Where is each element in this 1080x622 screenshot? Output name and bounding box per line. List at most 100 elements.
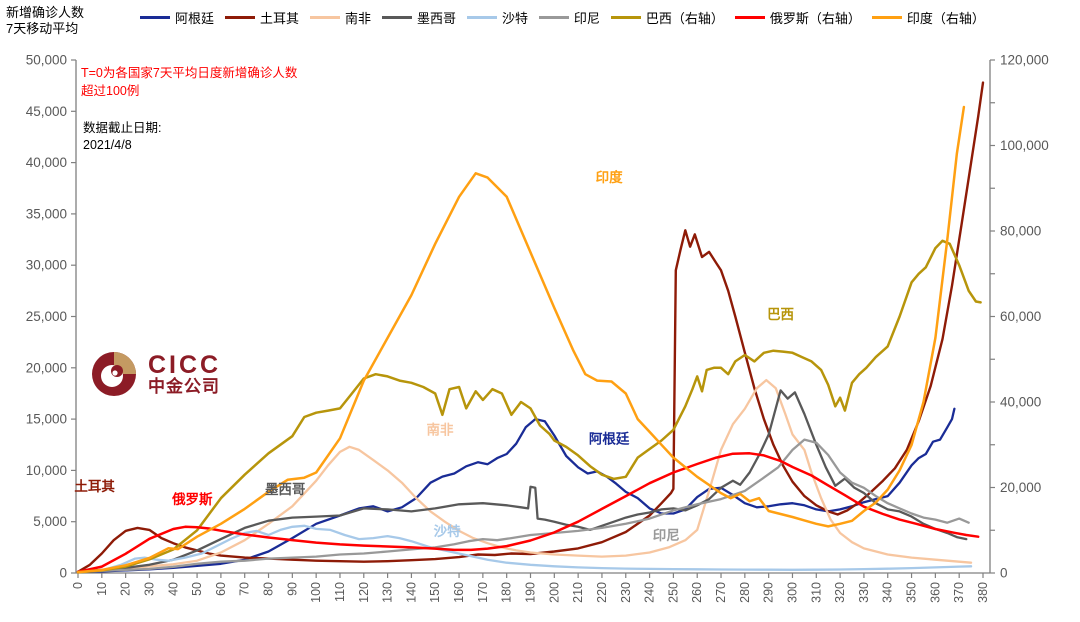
svg-text:190: 190 (524, 582, 538, 603)
legend-item-saudi[interactable]: 沙特 (466, 8, 528, 27)
svg-text:370: 370 (952, 582, 966, 603)
svg-text:40: 40 (166, 582, 180, 596)
x-tick-label: 320 (833, 582, 847, 603)
svg-text:140: 140 (404, 582, 418, 603)
legend-swatch-brazil (610, 16, 641, 19)
svg-text:340: 340 (881, 582, 895, 603)
x-tick-label: 80 (262, 582, 276, 596)
svg-text:240: 240 (643, 582, 657, 603)
x-tick-label: 0 (71, 582, 85, 589)
y-left-tick-label: 5,000 (33, 514, 67, 529)
legend-label-argentina: 阿根廷 (175, 11, 215, 26)
legend-item-india[interactable]: 印度（右轴） (871, 8, 985, 27)
legend-label-south_africa: 南非 (344, 11, 371, 26)
x-tick-label: 30 (142, 582, 156, 596)
legend-item-brazil[interactable]: 巴西（右轴） (610, 8, 724, 27)
y-right-tick-label: 120,000 (1000, 53, 1049, 68)
svg-text:30: 30 (142, 582, 156, 596)
x-tick-label: 260 (690, 582, 704, 603)
svg-text:130: 130 (381, 582, 395, 603)
legend-swatch-turkey (224, 16, 255, 19)
t0-annotation-line2: 超过100例 (81, 84, 140, 98)
legend-item-indonesia[interactable]: 印尼 (538, 8, 600, 27)
x-tick-label: 200 (547, 582, 561, 603)
y-left-tick-label: 45,000 (26, 104, 67, 119)
data-cutoff-date: 2021/4/8 (83, 138, 132, 152)
legend-label-indonesia: 印尼 (573, 11, 600, 26)
x-tick-label: 360 (928, 582, 942, 603)
svg-text:110: 110 (333, 582, 347, 602)
svg-text:60: 60 (214, 582, 228, 596)
svg-text:170: 170 (476, 582, 490, 603)
svg-text:90: 90 (285, 582, 299, 596)
chart-title-line2: 7天移动平均 (6, 21, 79, 36)
cicc-logo-cn: 中金公司 (148, 376, 220, 396)
legend-label-india: 印度（右轴） (906, 11, 985, 26)
svg-text:280: 280 (738, 582, 752, 603)
x-tick-label: 10 (95, 582, 109, 596)
svg-text:250: 250 (666, 582, 680, 603)
legend-swatch-south_africa (309, 16, 340, 19)
legend-item-south_africa[interactable]: 南非 (309, 8, 371, 27)
series-line-india (76, 105, 966, 574)
chart-title-line1: 新增确诊人数 (6, 5, 85, 20)
x-tick-label: 250 (666, 582, 680, 603)
legend-swatch-india (871, 16, 902, 19)
series-line-indonesia (76, 438, 970, 574)
svg-text:270: 270 (714, 582, 728, 603)
svg-text:320: 320 (833, 582, 847, 603)
legend-label-brazil: 巴西（右轴） (645, 11, 724, 26)
t0-annotation: T=0为各国家7天平均日度新增确诊人数 超过100例 (81, 64, 341, 100)
chart-label-argentina-label: 阿根廷 (589, 431, 630, 447)
chart-label-saudi-label: 沙特 (434, 523, 461, 539)
series-line-russia (76, 452, 980, 574)
legend-label-russia: 俄罗斯（右轴） (769, 11, 861, 26)
chart-label-russia-label: 俄罗斯 (171, 491, 213, 507)
svg-text:360: 360 (928, 582, 942, 603)
y-left-tick-label: 30,000 (26, 258, 67, 273)
data-cutoff-label: 数据截止日期: (83, 121, 162, 135)
svg-text:220: 220 (595, 582, 609, 603)
x-tick-label: 340 (881, 582, 895, 603)
y-left-tick-label: 15,000 (26, 412, 67, 427)
svg-text:230: 230 (619, 582, 633, 603)
y-right-tick-label: 40,000 (1000, 395, 1041, 410)
x-tick-label: 190 (524, 582, 538, 603)
legend-item-russia[interactable]: 俄罗斯（右轴） (734, 8, 861, 27)
x-tick-label: 170 (476, 582, 490, 603)
svg-text:300: 300 (785, 582, 799, 603)
svg-text:10: 10 (95, 582, 109, 596)
legend-item-mexico[interactable]: 墨西哥 (381, 8, 456, 27)
x-tick-label: 270 (714, 582, 728, 603)
svg-text:150: 150 (428, 582, 442, 603)
svg-text:160: 160 (452, 582, 466, 603)
cicc-logo-en: CICC (148, 350, 222, 379)
svg-text:380: 380 (976, 582, 990, 603)
series-line-turkey (76, 81, 985, 573)
x-tick-label: 70 (238, 582, 252, 596)
x-tick-label: 180 (500, 582, 514, 603)
legend-item-turkey[interactable]: 土耳其 (224, 8, 299, 27)
svg-text:0: 0 (71, 582, 85, 589)
svg-text:180: 180 (500, 582, 514, 603)
chart-label-india-label: 印度 (596, 169, 623, 185)
x-tick-label: 140 (404, 582, 418, 603)
x-tick-label: 160 (452, 582, 466, 603)
y-right-tick-label: 100,000 (1000, 138, 1049, 153)
chart-label-turkey-label: 土耳其 (74, 478, 115, 494)
legend-item-argentina[interactable]: 阿根廷 (140, 8, 214, 27)
y-left-tick-label: 50,000 (26, 53, 67, 68)
y-left-tick-label: 40,000 (26, 155, 67, 170)
svg-text:80: 80 (262, 582, 276, 596)
x-tick-label: 110 (333, 582, 347, 602)
x-tick-label: 120 (357, 582, 371, 603)
legend-label-turkey: 土耳其 (259, 11, 299, 26)
series-line-argentina (76, 407, 956, 574)
x-tick-label: 60 (214, 582, 228, 596)
x-tick-label: 370 (952, 582, 966, 603)
svg-text:50: 50 (190, 582, 204, 596)
y-left-tick-label: 25,000 (26, 309, 67, 324)
chart-label-indonesia-label: 印尼 (653, 527, 680, 543)
